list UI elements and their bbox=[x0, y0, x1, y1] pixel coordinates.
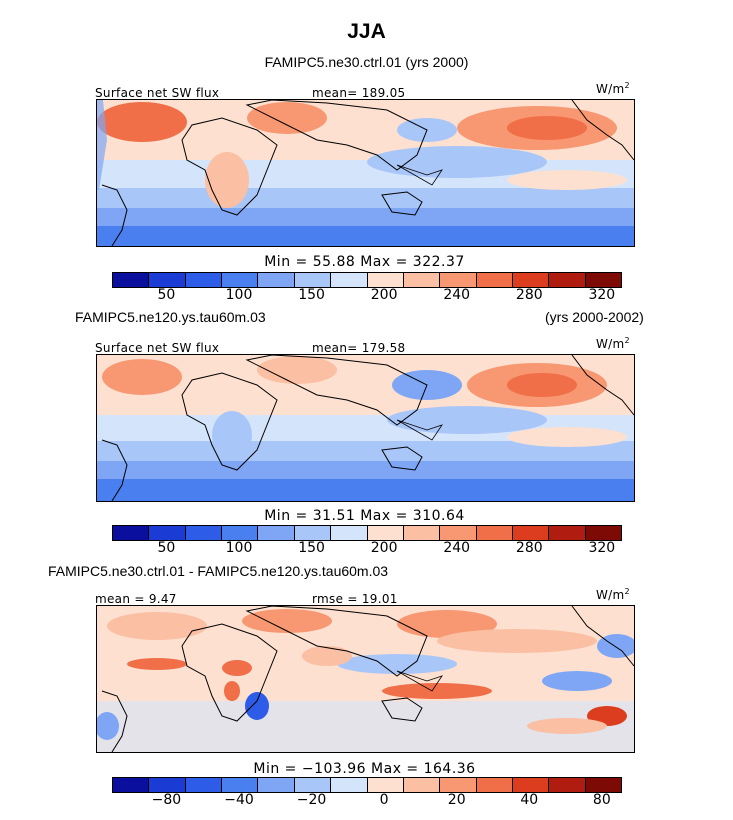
colorbar-tick-label: 80 bbox=[592, 792, 611, 808]
colorbar-segment bbox=[258, 273, 295, 287]
panel2-map bbox=[96, 354, 635, 502]
panel2-years: (yrs 2000-2002) bbox=[545, 309, 644, 325]
colorbar-segment bbox=[294, 526, 332, 540]
colorbar-tick-label: −20 bbox=[296, 792, 327, 808]
colorbar-tick-label: 320 bbox=[588, 540, 616, 556]
colorbar-tick-label: −40 bbox=[224, 792, 254, 808]
colorbar-segment bbox=[512, 273, 550, 287]
panel2-colorbar bbox=[112, 525, 622, 541]
colorbar-tick-label: 150 bbox=[298, 287, 325, 303]
colorbar-segment bbox=[149, 526, 186, 540]
panel3-colorbar bbox=[112, 777, 622, 793]
colorbar-segment bbox=[331, 526, 368, 540]
panel2-minmax: Min = 31.51 Max = 310.64 bbox=[264, 508, 465, 524]
colorbar-segment bbox=[113, 273, 150, 287]
colorbar-segment bbox=[403, 273, 441, 287]
colorbar-segment bbox=[403, 778, 441, 792]
colorbar-segment bbox=[403, 526, 441, 540]
colorbar-tick-label: 240 bbox=[443, 287, 471, 303]
colorbar-tick-label: 200 bbox=[370, 287, 398, 303]
colorbar-segment bbox=[367, 778, 404, 792]
colorbar-tick-label: 320 bbox=[588, 287, 616, 303]
colorbar-segment bbox=[549, 778, 586, 792]
colorbar-segment bbox=[222, 526, 259, 540]
colorbar-segment bbox=[440, 526, 477, 540]
colorbar-segment bbox=[222, 778, 259, 792]
panel2-map-svg bbox=[97, 355, 634, 501]
colorbar-segment bbox=[222, 273, 259, 287]
colorbar-tick-label: 100 bbox=[225, 540, 253, 556]
panel3-colorbar-ticks: −80 −40 −20 0 20 40 80 bbox=[112, 792, 620, 812]
panel1-map bbox=[96, 99, 635, 247]
colorbar-segment bbox=[585, 526, 622, 540]
colorbar-segment bbox=[149, 273, 186, 287]
panel1-title: FAMIPC5.ne30.ctrl.01 (yrs 2000) bbox=[264, 54, 469, 70]
panel2-title: FAMIPC5.ne120.ys.tau60m.03 bbox=[75, 309, 266, 325]
panel1-units: W/m2 bbox=[596, 81, 630, 96]
colorbar-tick-label: 150 bbox=[298, 540, 325, 556]
colorbar-segment bbox=[294, 273, 332, 287]
panel1-map-svg bbox=[97, 100, 634, 246]
panel1-mean-label: mean= 189.05 bbox=[312, 86, 406, 100]
colorbar-segment bbox=[476, 778, 513, 792]
panel1-variable-label: Surface net SW flux bbox=[95, 86, 220, 100]
colorbar-segment bbox=[331, 273, 368, 287]
panel2-mean-label: mean= 179.58 bbox=[312, 341, 406, 355]
panel2-units: W/m2 bbox=[596, 336, 630, 351]
panel3-mean-label: mean = 9.47 bbox=[95, 592, 177, 606]
colorbar-tick-label: 240 bbox=[443, 540, 471, 556]
colorbar-segment bbox=[294, 778, 332, 792]
panel1-colorbar bbox=[112, 272, 622, 288]
colorbar-tick-label: 280 bbox=[515, 287, 543, 303]
colorbar-tick-label: 280 bbox=[515, 540, 543, 556]
colorbar-segment bbox=[476, 273, 513, 287]
colorbar-segment bbox=[185, 778, 223, 792]
colorbar-tick-label: 40 bbox=[520, 792, 539, 808]
colorbar-segment bbox=[367, 273, 404, 287]
colorbar-segment bbox=[113, 778, 150, 792]
panel3-minmax: Min = −103.96 Max = 164.36 bbox=[253, 761, 476, 777]
colorbar-segment bbox=[113, 526, 150, 540]
panel3-map-svg bbox=[97, 606, 634, 752]
panel3-title: FAMIPC5.ne30.ctrl.01 - FAMIPC5.ne120.ys.… bbox=[48, 563, 389, 579]
colorbar-segment bbox=[258, 778, 295, 792]
colorbar-tick-label: 200 bbox=[370, 540, 398, 556]
panel2-variable-label: Surface net SW flux bbox=[95, 341, 220, 355]
colorbar-tick-label: 50 bbox=[157, 287, 176, 303]
colorbar-segment bbox=[440, 273, 477, 287]
colorbar-tick-label: 0 bbox=[379, 792, 389, 808]
colorbar-tick-label: 50 bbox=[157, 540, 176, 556]
panel3-units: W/m2 bbox=[596, 587, 630, 602]
colorbar-segment bbox=[367, 526, 404, 540]
colorbar-segment bbox=[258, 526, 295, 540]
colorbar-segment bbox=[549, 273, 586, 287]
panel2-colorbar-ticks: 50 100 150 200 240 280 320 bbox=[112, 540, 620, 560]
colorbar-segment bbox=[512, 778, 550, 792]
figure-title: JJA bbox=[347, 20, 386, 43]
colorbar-segment bbox=[440, 778, 477, 792]
colorbar-segment bbox=[331, 778, 368, 792]
panel3-map bbox=[96, 605, 635, 753]
panel1-minmax: Min = 55.88 Max = 322.37 bbox=[264, 254, 465, 270]
colorbar-tick-label: −80 bbox=[151, 792, 182, 808]
colorbar-tick-label: 20 bbox=[447, 792, 466, 808]
colorbar-segment bbox=[149, 778, 186, 792]
colorbar-segment bbox=[585, 778, 622, 792]
colorbar-segment bbox=[185, 273, 223, 287]
colorbar-segment bbox=[185, 526, 223, 540]
panel3-rmse-label: rmse = 19.01 bbox=[312, 592, 398, 606]
colorbar-segment bbox=[585, 273, 622, 287]
colorbar-segment bbox=[476, 526, 513, 540]
colorbar-segment bbox=[549, 526, 586, 540]
panel1-colorbar-ticks: 50 100 150 200 240 280 320 bbox=[112, 287, 620, 307]
colorbar-segment bbox=[512, 526, 550, 540]
colorbar-tick-label: 100 bbox=[225, 287, 253, 303]
